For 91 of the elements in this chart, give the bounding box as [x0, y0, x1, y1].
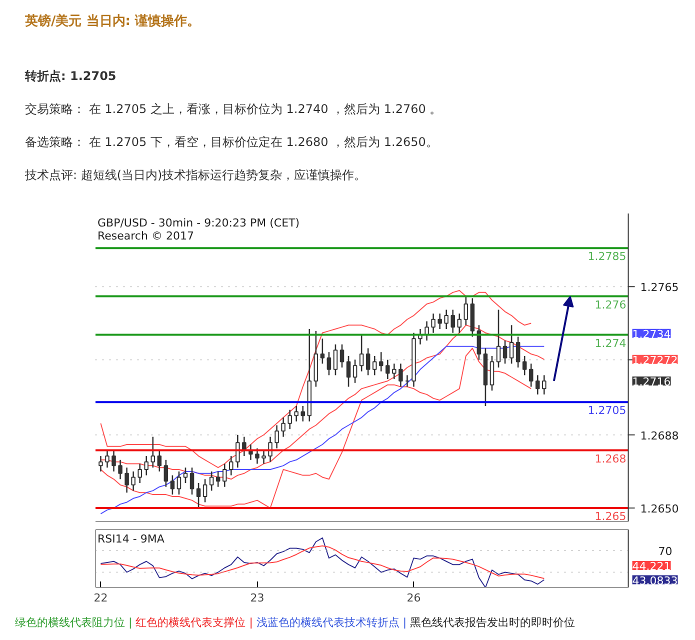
ref-line-label: 1.268 — [594, 452, 626, 466]
candlestick — [496, 309, 501, 368]
text: Research © 2017 — [98, 230, 194, 242]
candlestick — [118, 459, 122, 480]
candlestick — [366, 348, 370, 376]
ref-line-label: 1.265 — [594, 510, 626, 524]
candlestick — [450, 309, 455, 334]
candlestick — [281, 416, 286, 438]
candlestick — [464, 296, 468, 326]
candlestick — [542, 374, 546, 396]
candlestick — [522, 355, 527, 376]
text: 70 — [658, 544, 672, 558]
text: 1.2734 — [632, 328, 671, 341]
candlestick — [372, 355, 377, 376]
text: 1.27272 — [632, 354, 678, 367]
candlestick — [176, 470, 182, 496]
chart-title: RSI14 - 9MA — [98, 532, 165, 546]
text: 英镑/美元 当日内: 谨慎操作。 — [25, 13, 201, 31]
candlestick — [236, 434, 240, 468]
candlestick — [216, 470, 220, 488]
candlestick — [359, 334, 364, 372]
candlestick — [300, 405, 306, 422]
x-tick-label: 26 — [406, 592, 421, 604]
text: 43.0833 — [632, 574, 678, 588]
candlestick — [255, 448, 260, 464]
candlestick — [438, 312, 442, 330]
candlestick — [202, 478, 208, 503]
candlestick — [457, 312, 462, 334]
chart-title: GBP/USD - 30min - 9:20:23 PM (CET) — [98, 216, 300, 230]
candlestick — [516, 336, 520, 368]
text: 黑色线代表报告发出时的即时价位 — [410, 616, 576, 629]
ref-line-label: 1.2785 — [588, 250, 626, 264]
text: 绿色的横线代表阻力位 | — [15, 616, 132, 629]
candlestick — [398, 363, 403, 388]
candlestick — [346, 355, 351, 388]
text: 转折点: 1.2705 — [25, 68, 118, 85]
text: 交易策略： 在 1.2705 之上，看涨，目标价位为 1.2740 ，然后为 1.2760 。 — [25, 100, 442, 118]
candlestick — [333, 344, 338, 376]
y-tick-label: 1.2688 — [640, 429, 679, 442]
candlestick — [288, 409, 292, 430]
ref-line-label: 1.274 — [594, 336, 626, 350]
candlestick — [196, 482, 201, 509]
candlestick — [164, 459, 168, 488]
candlestick — [444, 309, 448, 330]
candlestick — [268, 436, 272, 462]
candlestick — [326, 351, 332, 376]
candlestick — [490, 355, 494, 392]
candlestick — [262, 450, 266, 464]
text: 1.2716 — [632, 375, 671, 388]
line-series — [100, 290, 532, 468]
candlestick — [131, 470, 136, 492]
candlestick — [138, 463, 142, 484]
candlestick — [536, 374, 540, 396]
candlestick — [509, 324, 514, 364]
text: 备选策略： 在 1.2705 下，看空，目标价位定在 1.2680 ，然后为 1.2650。 — [25, 134, 439, 151]
candlestick — [320, 338, 325, 364]
candlestick — [229, 455, 234, 476]
text: 浅蓝色的横线代表技术转折点 | — [256, 616, 407, 629]
candlestick — [157, 450, 162, 472]
candlestick — [105, 450, 110, 468]
candlestick — [222, 463, 227, 488]
candlestick — [379, 351, 384, 372]
candlestick — [386, 359, 390, 380]
text: 技术点评: 超短线(当日内)技术指标运行趋势复杂，应谨慎操作。 — [25, 166, 368, 184]
candlestick — [112, 450, 116, 472]
candlestick — [242, 436, 246, 457]
text: 红色的横线代表支撑位 | — [136, 616, 253, 629]
text: 44.221 — [632, 560, 671, 574]
candlestick — [150, 436, 156, 468]
candlestick — [424, 320, 429, 342]
candlestick — [431, 312, 436, 334]
ref-line-label: 1.276 — [594, 298, 626, 312]
candlestick — [340, 344, 344, 368]
candlestick — [274, 424, 279, 449]
candlestick — [190, 466, 194, 496]
candlestick — [502, 340, 508, 364]
candlestick — [209, 470, 214, 492]
candlestick — [124, 466, 129, 494]
y-tick-label: 1.2650 — [640, 502, 679, 516]
x-tick-label: 22 — [94, 592, 108, 604]
y-tick-label: 1.2765 — [640, 281, 679, 294]
candlestick — [144, 455, 148, 476]
candlestick — [183, 466, 188, 484]
candlestick — [528, 363, 534, 388]
candlestick — [294, 405, 298, 422]
x-tick-label: 23 — [250, 592, 264, 604]
candlestick — [170, 474, 175, 496]
candlestick — [352, 359, 358, 384]
candlestick — [392, 363, 396, 380]
ref-line-label: 1.2705 — [588, 404, 626, 418]
candlestick — [98, 455, 103, 472]
